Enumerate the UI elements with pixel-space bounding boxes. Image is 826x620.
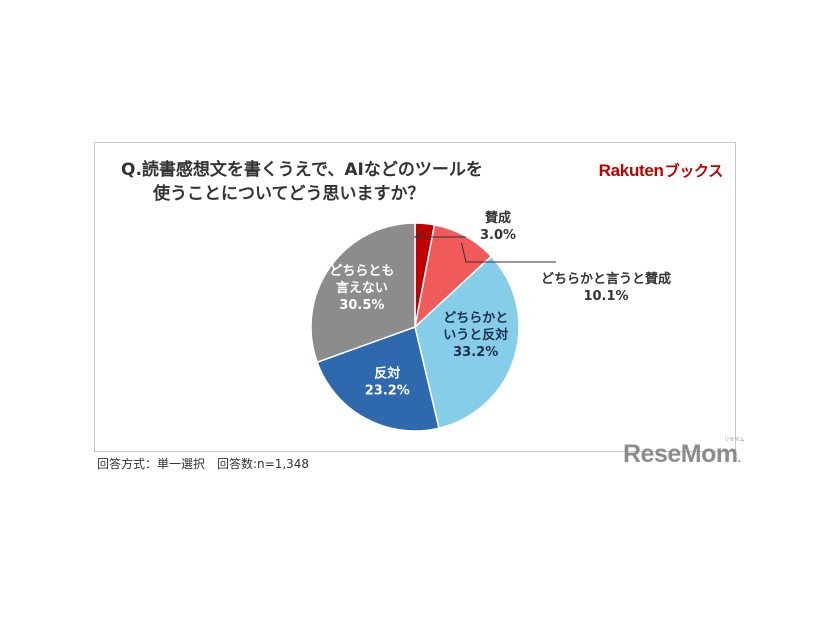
resemom-ruby: リセマム	[724, 437, 745, 443]
resemom-logo-text: ReseMom	[623, 440, 738, 468]
resemom-watermark: ReseMom. リセマム	[623, 437, 745, 468]
question-title: Q.読書感想文を書くうえで、AIなどのツールを 使うことについてどう思いますか？	[121, 158, 483, 206]
pie-slice-4	[316, 326, 440, 432]
slice-value-label: 10.1%	[583, 289, 628, 304]
response-method-note: 回答方式：単一選択 回答数:n=1,348	[97, 457, 310, 471]
slice-value-label: 3.0%	[480, 228, 516, 243]
slice-category-label: どちらかと	[443, 311, 508, 326]
slice-value-label: 23.2%	[365, 384, 410, 399]
slice-label-4: 反対 23.2%	[365, 366, 410, 399]
brand-suffix: ブックス	[664, 163, 724, 180]
slice-label-1: 賛成 3.0%	[480, 210, 516, 243]
slice-label-3: どちらかというと反対 33.2%	[443, 311, 508, 360]
rakuten-books-logo: Rakutenブックス	[598, 160, 724, 181]
slice-category-label: 言えない	[336, 280, 388, 296]
brand-name: Rakuten	[598, 161, 664, 180]
slice-category-label: いうと反対	[443, 327, 508, 343]
slice-category-label: 賛成	[485, 210, 511, 226]
slice-label-5: どちらとも言えない 30.5%	[329, 264, 394, 313]
leader-line-1	[413, 230, 466, 238]
slice-label-2: どちらかと言うと賛成 10.1%	[541, 271, 671, 304]
slice-category-label: 反対	[374, 366, 400, 382]
pie-slice-3	[414, 255, 520, 430]
leader-line-2	[461, 242, 556, 263]
question-line-2: 使うことについてどう思いますか？	[153, 184, 425, 204]
slice-value-label: 33.2%	[453, 345, 498, 360]
question-line-1: Q.読書感想文を書くうえで、AIなどのツールを	[121, 160, 483, 180]
slice-category-label: どちらとも	[329, 264, 394, 279]
slice-category-label: どちらかと言うと賛成	[541, 271, 671, 287]
slice-value-label: 30.5%	[339, 298, 384, 313]
pie-slice-5	[310, 222, 416, 364]
